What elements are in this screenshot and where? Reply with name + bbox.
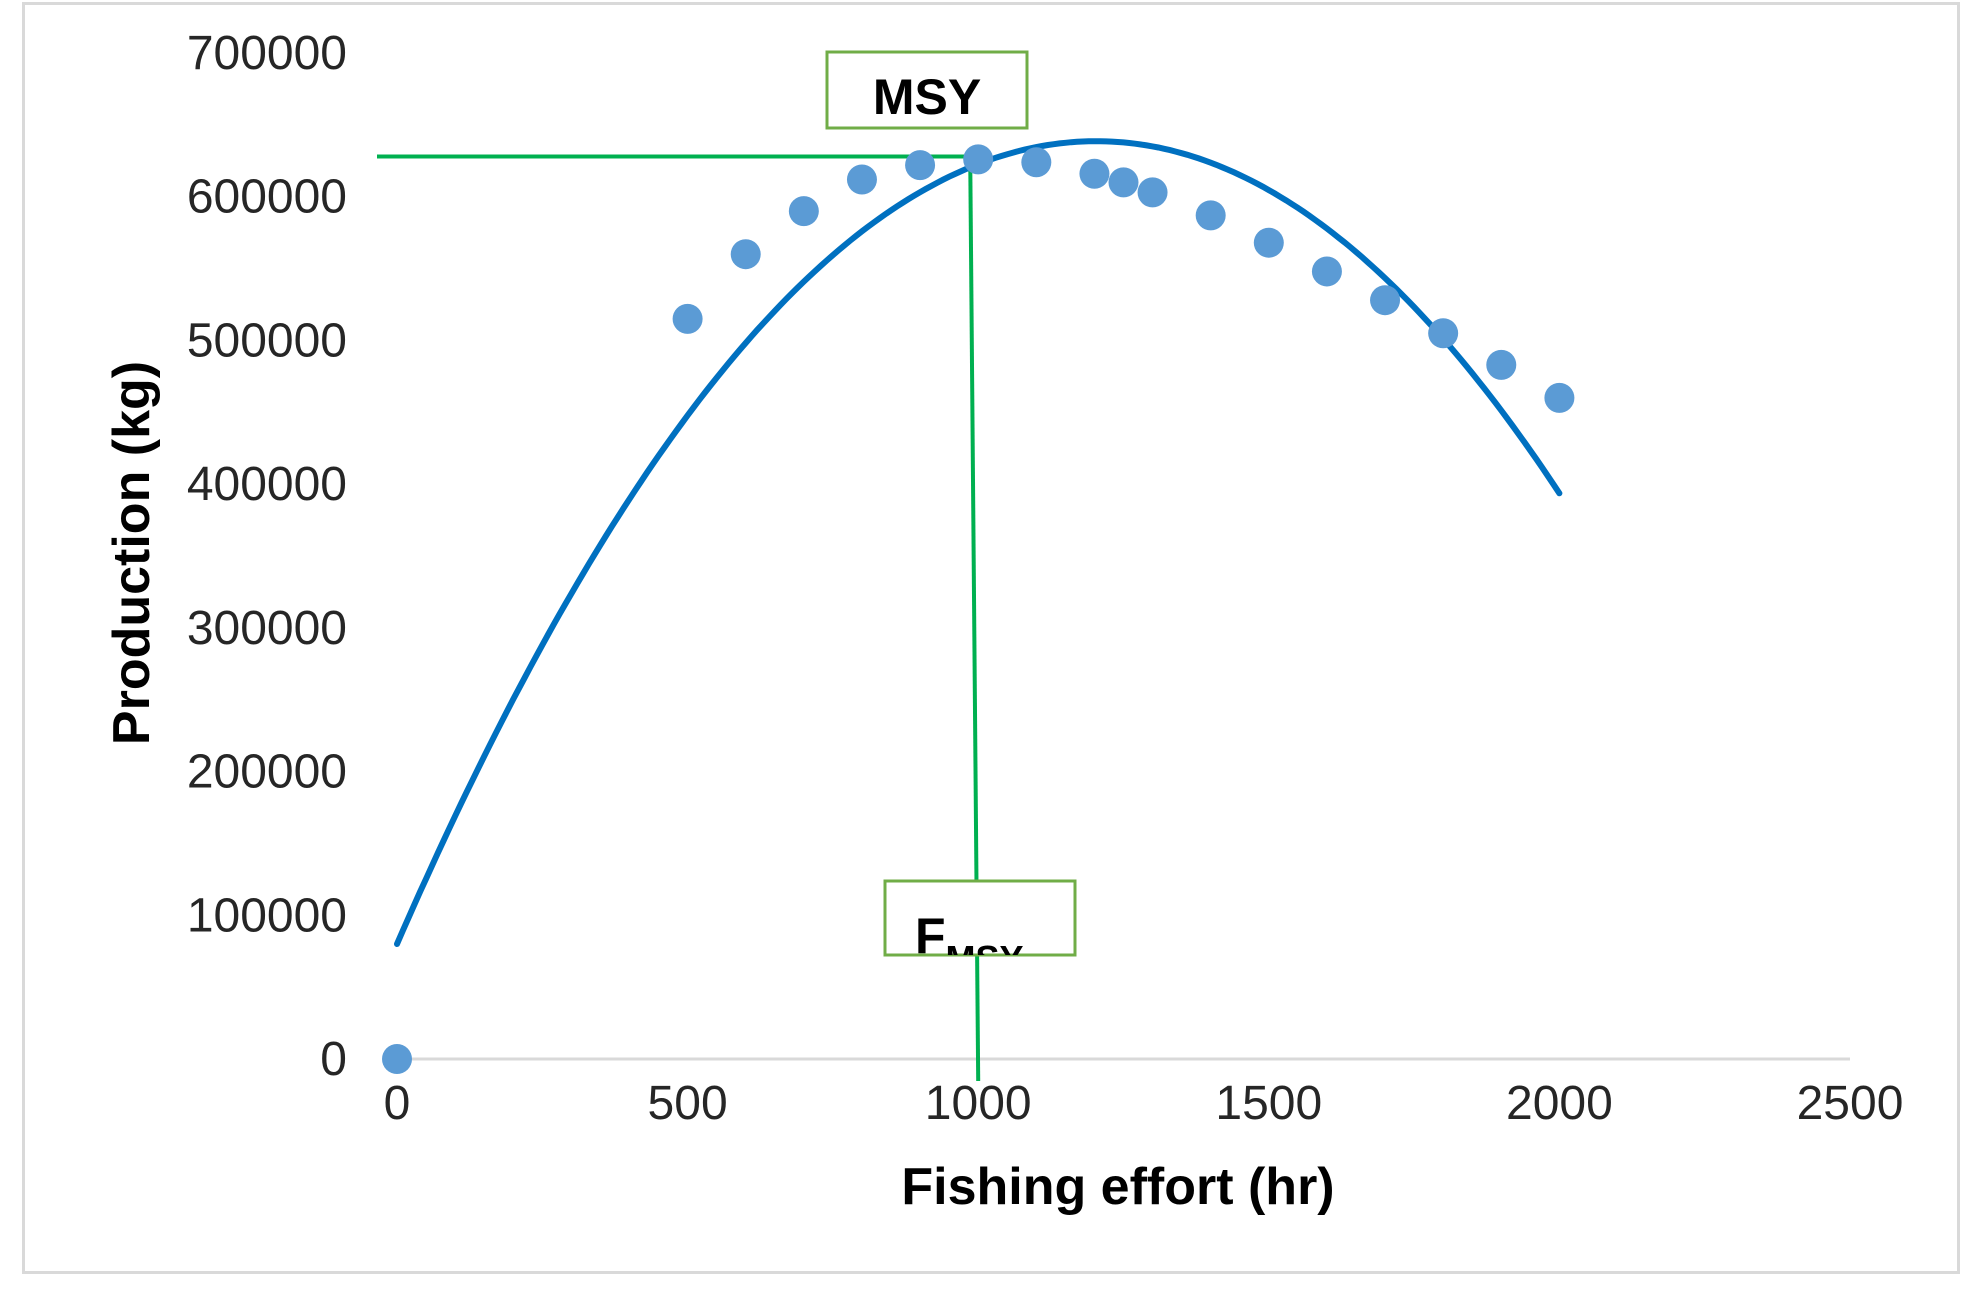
x-tick-label: 1500 [1215, 1077, 1322, 1130]
fmsy-callout-box [883, 879, 1077, 957]
data-point [1370, 285, 1401, 316]
x-tick-label: 1000 [925, 1077, 1032, 1130]
data-point [1311, 256, 1342, 287]
data-point [382, 1044, 412, 1074]
points-layer [382, 144, 1575, 1074]
chart-frame: 0 500 1000 1500 2000 2500 0 100000 200000 300000 4… [22, 2, 1960, 1274]
data-point [1544, 382, 1575, 413]
fmsy-label-main: F [915, 908, 946, 964]
data-point [1137, 177, 1168, 208]
y-tick-label: 200000 [187, 746, 347, 799]
data-point [1195, 200, 1226, 231]
fmsy-callout-label: FMSY [915, 908, 1024, 979]
y-tick-label: 0 [320, 1033, 347, 1086]
fmsy-label-sub: MSY [946, 938, 1024, 979]
y-tick-label: 500000 [187, 314, 347, 367]
data-point [1253, 227, 1284, 258]
data-point [788, 196, 819, 227]
y-tick-label: 700000 [187, 27, 347, 80]
chart-svg: 0 500 1000 1500 2000 2500 0 100000 200000 300000 4… [103, 27, 1904, 1216]
data-point [1108, 167, 1139, 198]
data-point [846, 164, 877, 195]
y-tick-label: 400000 [187, 458, 347, 511]
y-tick-label: 300000 [187, 602, 347, 655]
x-tick-label: 2500 [1797, 1077, 1904, 1130]
data-point [1079, 158, 1110, 189]
x-axis-title: Fishing effort (hr) [901, 1158, 1334, 1216]
data-point [730, 239, 761, 270]
y-tick-label: 100000 [187, 889, 347, 942]
msy-callout-label: MSY [873, 69, 981, 125]
trend-curve [394, 138, 1563, 947]
y-axis-title: Production (kg) [103, 361, 161, 745]
data-point [1021, 147, 1052, 178]
x-tick-label: 2000 [1506, 1077, 1613, 1130]
msy-callout-box [825, 50, 1029, 130]
data-point [1428, 318, 1459, 349]
curve-layer [394, 138, 1563, 947]
data-point [963, 144, 994, 175]
x-tick-label: 500 [648, 1077, 728, 1130]
data-point [905, 150, 936, 181]
axes-layer: 0 500 1000 1500 2000 2500 0 100000 200000 300000 4… [187, 27, 1904, 1130]
x-tick-label: 0 [384, 1077, 411, 1130]
data-point [1486, 349, 1517, 380]
data-point [672, 303, 703, 334]
y-tick-label: 600000 [187, 171, 347, 224]
